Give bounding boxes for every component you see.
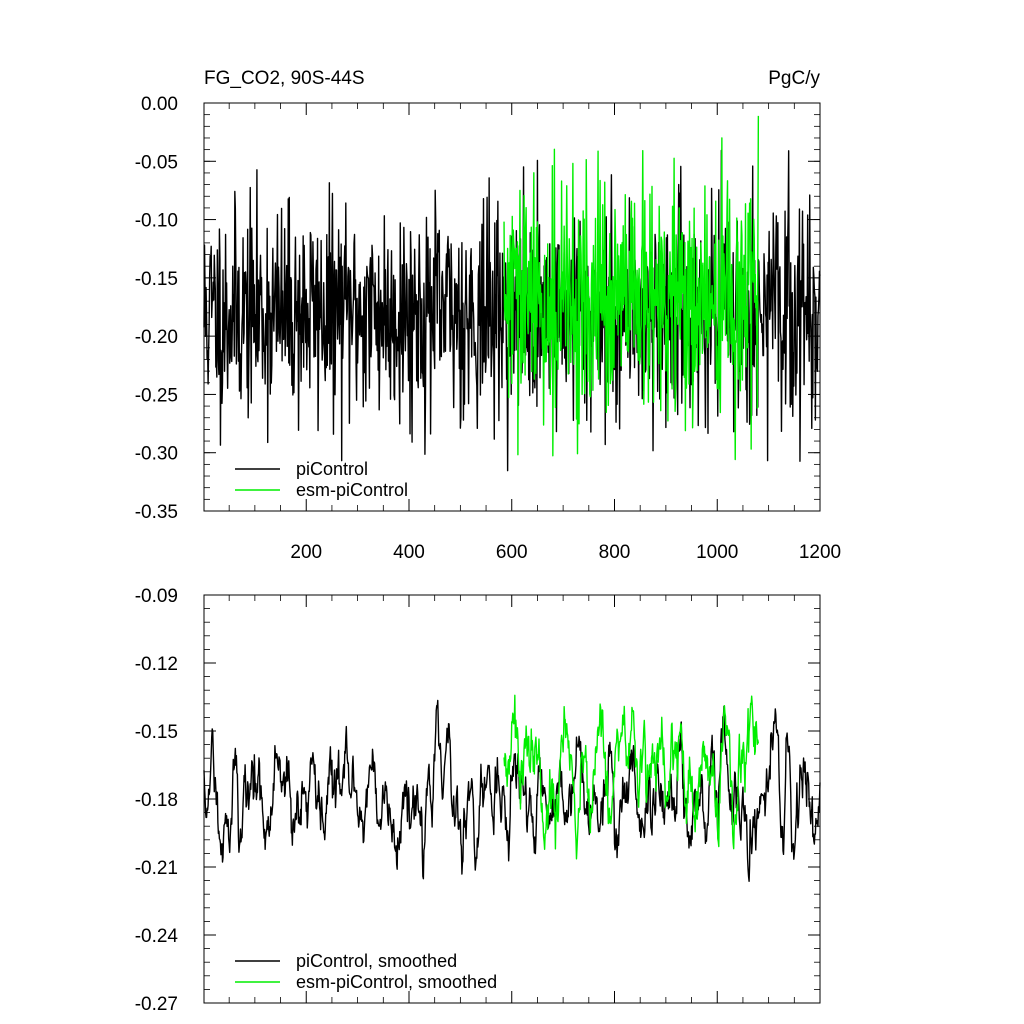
chart-top: FG_CO2, 90S-44S PgC/y 0.00 -0.05 -0.10 -0.1… — [135, 68, 841, 563]
chart-title: FG_CO2, 90S-44S — [204, 68, 365, 89]
y-tick-label: -0.05 — [135, 152, 178, 173]
series-layer — [203, 115, 821, 472]
x-tick-label: 600 — [496, 542, 528, 563]
legend-label: piControl, smoothed — [296, 951, 457, 971]
y-tick-label: -0.35 — [135, 502, 178, 523]
chart-units: PgC/y — [768, 68, 820, 89]
series-line-esm-picontrol-smoothed — [503, 694, 760, 860]
x-tick-label: 200 — [290, 542, 322, 563]
legend-label: esm-piControl — [296, 480, 408, 500]
y-tick-label: -0.18 — [135, 790, 178, 811]
legend: piControl, smoothed esm-piControl, smoot… — [235, 951, 497, 992]
y-tick-label: -0.20 — [135, 327, 178, 348]
y-tick-label: -0.09 — [135, 586, 178, 607]
y-tick-label: -0.15 — [135, 269, 178, 290]
y-tick-label: -0.15 — [135, 722, 178, 743]
x-tick-label: 1000 — [696, 542, 738, 563]
series-line-esm-picontrol — [503, 115, 760, 461]
ticks-layer: 0.00 -0.05 -0.10 -0.15 -0.20 -0.25 -0.30 -0.35 2… — [135, 94, 841, 563]
legend-label: piControl — [296, 459, 368, 479]
y-tick-label: -0.30 — [135, 444, 178, 465]
x-tick-label: 400 — [393, 542, 425, 563]
y-tick-label: -0.10 — [135, 211, 178, 232]
y-tick-label: -0.24 — [135, 926, 179, 947]
y-tick-label: -0.12 — [135, 654, 178, 675]
plot-frame — [203, 594, 821, 1004]
y-tick-label: 0.00 — [141, 94, 178, 115]
chart-bottom: -0.09 -0.12 -0.15 -0.18 -0.21 -0.24 -0.27 piCo… — [135, 586, 821, 1015]
x-tick-label: 800 — [599, 542, 631, 563]
legend: piControl esm-piControl — [235, 459, 408, 500]
x-tick-label: 1200 — [799, 542, 841, 563]
plot-frame — [203, 102, 821, 512]
series-layer — [203, 694, 821, 882]
y-tick-label: -0.25 — [135, 385, 178, 406]
y-tick-label: -0.21 — [135, 858, 178, 879]
y-tick-label: -0.27 — [135, 994, 178, 1015]
legend-label: esm-piControl, smoothed — [296, 972, 497, 992]
